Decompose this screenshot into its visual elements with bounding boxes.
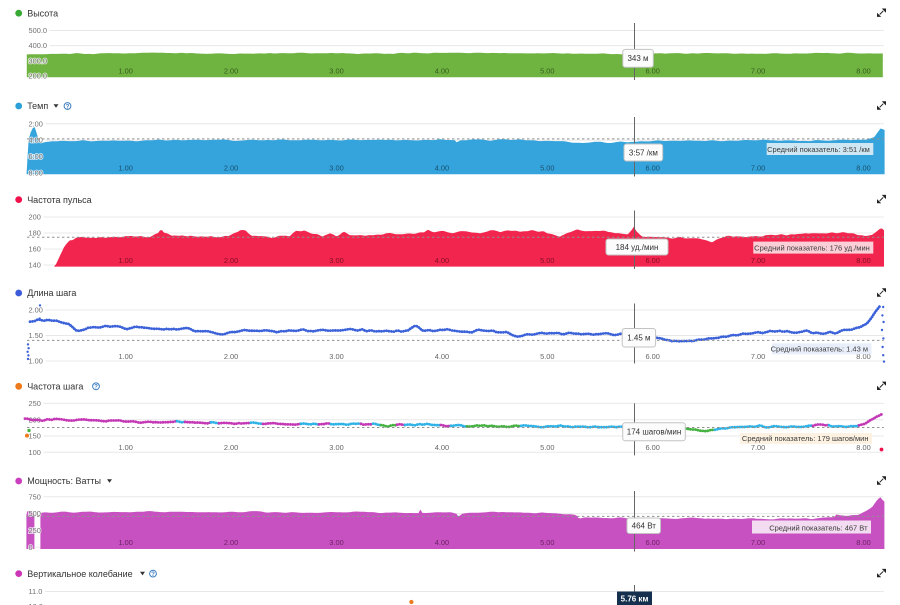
svg-text:250: 250 bbox=[29, 526, 41, 535]
svg-text:4:00: 4:00 bbox=[29, 136, 43, 145]
svg-text:180: 180 bbox=[29, 229, 41, 238]
svg-text:?: ? bbox=[94, 384, 98, 391]
svg-text:150: 150 bbox=[29, 432, 41, 441]
svg-text:6.00: 6.00 bbox=[646, 256, 660, 265]
svg-text:3.00: 3.00 bbox=[329, 352, 343, 361]
svg-text:Частота пульса: Частота пульса bbox=[27, 195, 91, 205]
svg-text:8.00: 8.00 bbox=[856, 538, 870, 547]
svg-text:8:00: 8:00 bbox=[29, 168, 43, 177]
svg-text:343 м: 343 м bbox=[627, 54, 648, 63]
svg-text:1.00: 1.00 bbox=[119, 443, 133, 452]
svg-text:8.00: 8.00 bbox=[856, 352, 870, 361]
svg-text:6.00: 6.00 bbox=[646, 352, 660, 361]
svg-text:2.00: 2.00 bbox=[224, 352, 238, 361]
svg-text:4.00: 4.00 bbox=[435, 164, 449, 173]
svg-text:1.00: 1.00 bbox=[119, 352, 133, 361]
svg-text:11.0: 11.0 bbox=[29, 587, 43, 596]
svg-text:2.00: 2.00 bbox=[224, 256, 238, 265]
svg-text:3.00: 3.00 bbox=[329, 538, 343, 547]
svg-text:2.00: 2.00 bbox=[224, 538, 238, 547]
svg-text:400.0: 400.0 bbox=[29, 41, 48, 50]
svg-text:140: 140 bbox=[29, 261, 41, 270]
svg-text:5.00: 5.00 bbox=[540, 443, 554, 452]
svg-text:Средний показатель: 176 уд./ми: Средний показатель: 176 уд./мин bbox=[754, 244, 870, 253]
svg-text:3:57 /км: 3:57 /км bbox=[629, 148, 658, 157]
svg-text:4.00: 4.00 bbox=[435, 538, 449, 547]
svg-text:1.00: 1.00 bbox=[119, 164, 133, 173]
svg-text:7.00: 7.00 bbox=[751, 352, 765, 361]
svg-text:Средний показатель: 1.43 м: Средний показатель: 1.43 м bbox=[771, 344, 868, 353]
svg-text:750: 750 bbox=[29, 492, 41, 501]
svg-text:2.00: 2.00 bbox=[224, 164, 238, 173]
svg-text:Средний показатель: 467 Вт: Средний показатель: 467 Вт bbox=[769, 524, 868, 533]
svg-text:7.00: 7.00 bbox=[751, 67, 765, 76]
svg-text:8.00: 8.00 bbox=[856, 443, 870, 452]
svg-text:1.45 м: 1.45 м bbox=[627, 334, 650, 343]
svg-text:8.00: 8.00 bbox=[856, 67, 870, 76]
svg-text:2.00: 2.00 bbox=[29, 306, 43, 315]
svg-text:5.76 км: 5.76 км bbox=[621, 595, 649, 604]
svg-text:500: 500 bbox=[29, 509, 41, 518]
svg-text:1.00: 1.00 bbox=[119, 256, 133, 265]
svg-text:10.0: 10.0 bbox=[29, 602, 43, 605]
svg-text:5.00: 5.00 bbox=[540, 256, 554, 265]
svg-text:500.0: 500.0 bbox=[29, 26, 48, 35]
svg-text:Темп: Темп bbox=[27, 101, 48, 111]
svg-text:5.00: 5.00 bbox=[540, 352, 554, 361]
svg-text:174 шагов/мин: 174 шагов/мин bbox=[627, 428, 682, 437]
svg-text:7.00: 7.00 bbox=[751, 538, 765, 547]
svg-text:6.00: 6.00 bbox=[646, 67, 660, 76]
svg-text:200: 200 bbox=[29, 213, 41, 222]
svg-text:100: 100 bbox=[29, 448, 41, 457]
svg-text:3.00: 3.00 bbox=[329, 256, 343, 265]
svg-text:6.00: 6.00 bbox=[646, 443, 660, 452]
svg-text:160: 160 bbox=[29, 245, 41, 254]
svg-text:1.00: 1.00 bbox=[29, 357, 43, 366]
svg-text:6.00: 6.00 bbox=[646, 538, 660, 547]
svg-text:4.00: 4.00 bbox=[435, 352, 449, 361]
svg-text:2.00: 2.00 bbox=[224, 443, 238, 452]
svg-text:4.00: 4.00 bbox=[435, 443, 449, 452]
svg-text:3.00: 3.00 bbox=[329, 67, 343, 76]
svg-text:3.00: 3.00 bbox=[329, 164, 343, 173]
svg-text:464 Вт: 464 Вт bbox=[632, 522, 657, 531]
svg-text:Частота шага: Частота шага bbox=[27, 382, 83, 392]
svg-text:Вертикальное колебание: Вертикальное колебание bbox=[27, 569, 133, 579]
svg-text:7.00: 7.00 bbox=[751, 256, 765, 265]
svg-text:6:00: 6:00 bbox=[29, 152, 43, 161]
svg-text:5.00: 5.00 bbox=[540, 164, 554, 173]
svg-text:8.00: 8.00 bbox=[856, 256, 870, 265]
svg-text:7.00: 7.00 bbox=[751, 164, 765, 173]
svg-text:Средний показатель: 3:51 /км: Средний показатель: 3:51 /км bbox=[767, 145, 870, 154]
svg-text:?: ? bbox=[66, 103, 70, 110]
svg-text:1.00: 1.00 bbox=[119, 67, 133, 76]
svg-text:6.00: 6.00 bbox=[646, 164, 660, 173]
svg-text:Длина шага: Длина шага bbox=[27, 288, 76, 298]
svg-text:1.50: 1.50 bbox=[29, 331, 43, 340]
svg-text:0: 0 bbox=[29, 543, 33, 552]
svg-text:Средний показатель: 179 шагов/: Средний показатель: 179 шагов/мин bbox=[742, 434, 869, 443]
svg-text:3.00: 3.00 bbox=[329, 443, 343, 452]
svg-text:1.00: 1.00 bbox=[119, 538, 133, 547]
svg-text:200.0: 200.0 bbox=[29, 71, 48, 80]
svg-text:5.00: 5.00 bbox=[540, 67, 554, 76]
svg-text:2:00: 2:00 bbox=[29, 119, 43, 128]
svg-text:300.0: 300.0 bbox=[29, 56, 48, 65]
svg-text:4.00: 4.00 bbox=[435, 67, 449, 76]
svg-text:5.00: 5.00 bbox=[540, 538, 554, 547]
svg-text:4.00: 4.00 bbox=[435, 256, 449, 265]
svg-text:?: ? bbox=[151, 571, 155, 578]
svg-text:8.00: 8.00 bbox=[856, 164, 870, 173]
svg-text:184 уд./мин: 184 уд./мин bbox=[616, 243, 659, 252]
svg-text:7.00: 7.00 bbox=[751, 443, 765, 452]
svg-text:Высота: Высота bbox=[27, 8, 58, 18]
svg-text:Мощность: Ватты: Мощность: Ватты bbox=[27, 476, 101, 486]
svg-text:2.00: 2.00 bbox=[224, 67, 238, 76]
svg-text:250: 250 bbox=[29, 399, 41, 408]
